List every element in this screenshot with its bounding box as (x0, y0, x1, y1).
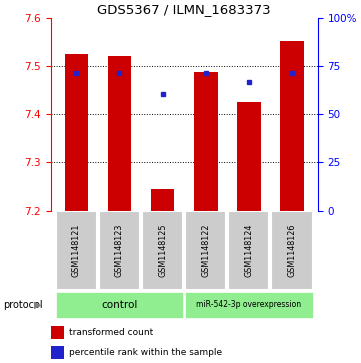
Text: miR-542-3p overexpression: miR-542-3p overexpression (196, 301, 301, 309)
Bar (228, 211, 269, 290)
Text: GSM1148126: GSM1148126 (287, 224, 296, 277)
Bar (56, 211, 97, 290)
Bar (271, 211, 313, 290)
Bar (185, 211, 226, 290)
Text: GSM1148124: GSM1148124 (244, 224, 253, 277)
Bar (51, 346, 64, 359)
Bar (99, 211, 140, 290)
Text: percentile rank within the sample: percentile rank within the sample (69, 348, 222, 356)
Bar (237, 102, 261, 211)
Text: GSM1148121: GSM1148121 (72, 224, 81, 277)
Bar (280, 41, 304, 211)
Bar (185, 292, 313, 318)
Bar (194, 72, 217, 211)
Text: ▶: ▶ (34, 300, 42, 310)
Bar (142, 211, 183, 290)
Text: GSM1148125: GSM1148125 (158, 224, 167, 277)
Bar (65, 54, 88, 211)
Text: GSM1148123: GSM1148123 (115, 224, 124, 277)
Text: GSM1148122: GSM1148122 (201, 224, 210, 277)
Bar (56, 292, 183, 318)
Text: protocol: protocol (4, 300, 43, 310)
Bar (151, 189, 174, 211)
Title: GDS5367 / ILMN_1683373: GDS5367 / ILMN_1683373 (97, 3, 271, 16)
Text: control: control (101, 300, 138, 310)
Bar (108, 56, 131, 211)
Text: transformed count: transformed count (69, 328, 153, 337)
Bar (51, 326, 64, 339)
